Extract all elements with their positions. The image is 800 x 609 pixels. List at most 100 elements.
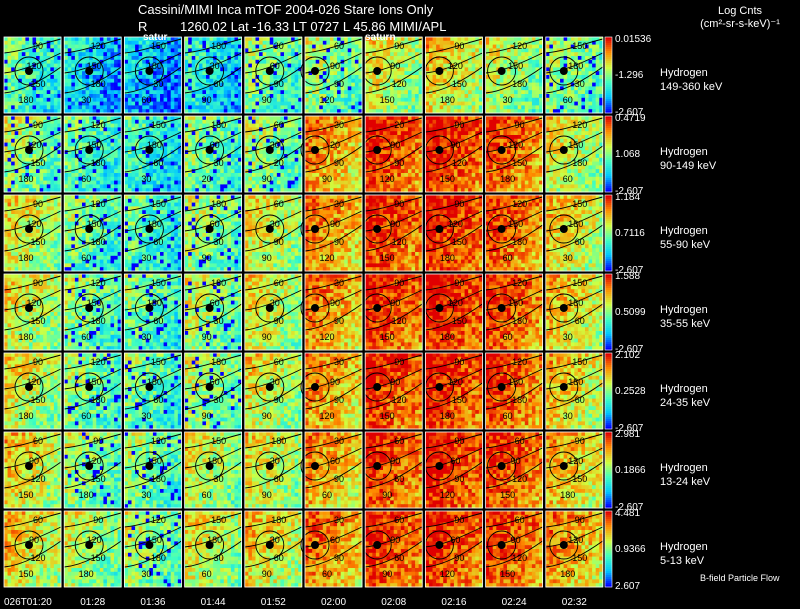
contour-label: 120 — [392, 237, 407, 247]
contour-line — [304, 145, 363, 173]
contour-ring — [487, 56, 517, 86]
contour-line — [244, 52, 302, 74]
contour-label: 150 — [151, 41, 166, 51]
contour-label: 180 — [91, 237, 106, 247]
contour-line — [304, 526, 363, 548]
contour-ring — [14, 293, 44, 323]
contour-label: 60 — [394, 553, 404, 563]
saturn-marker — [205, 541, 214, 549]
contour-ring — [300, 214, 330, 244]
contour-label: 90 — [33, 41, 43, 51]
energy-image-tile: 120 150 180 60 — [485, 352, 544, 430]
contour-line — [425, 382, 483, 410]
contour-label: 180 — [147, 377, 162, 387]
contour-ring — [134, 293, 164, 323]
saturn-marker — [85, 146, 94, 154]
contour-line — [244, 368, 302, 390]
contour-line — [425, 303, 483, 331]
contour-label: 90 — [202, 95, 212, 105]
contour-ring — [195, 214, 225, 244]
contour-label: 150 — [30, 237, 45, 247]
subtitle-left: R — [138, 20, 147, 34]
contour-line — [3, 382, 62, 410]
contour-label: 120 — [91, 41, 106, 51]
contour-line — [3, 303, 62, 331]
contour-label: 60 — [274, 199, 284, 209]
saturn-marker — [85, 304, 94, 312]
contour-label: 90 — [382, 569, 392, 579]
contour-label: 60 — [153, 316, 163, 326]
contour-label: 90 — [394, 158, 404, 168]
contour-line — [365, 145, 423, 173]
colorbar-max-value: 1.184 — [615, 192, 640, 203]
contour-label: 60 — [563, 174, 573, 184]
energy-image-tile: 90 120 150 180 — [424, 352, 483, 430]
contour-label: 120 — [91, 278, 106, 288]
contour-line — [124, 131, 182, 153]
energy-image-tile: 120 150 180 60 — [485, 273, 544, 351]
contour-line — [425, 461, 483, 489]
energy-image-tile: 90 120 150 180 — [3, 115, 62, 193]
contour-ring — [362, 293, 392, 323]
contour-label: 60 — [503, 253, 513, 263]
contour-label: 120 — [26, 377, 41, 387]
colorbar-mid-value: 0.2528 — [615, 386, 646, 397]
energy-image-tile: 60 90 120 150 — [3, 431, 62, 509]
energy-image-tile: 90 120 150 180 — [3, 352, 62, 430]
contour-ring — [362, 135, 392, 165]
contour-line — [244, 289, 302, 311]
contour-line — [244, 224, 303, 252]
contour-label: 180 — [151, 553, 166, 563]
contour-label: 120 — [452, 158, 467, 168]
contour-label: 60 — [394, 436, 404, 446]
contour-label: 60 — [575, 395, 585, 405]
contour-line — [244, 38, 302, 54]
contour-line — [365, 210, 423, 232]
energy-image-tile: 90 120 150 180 — [545, 431, 604, 509]
contour-label: 90 — [262, 332, 272, 342]
contour-line — [3, 540, 62, 568]
saturn-marker — [205, 225, 214, 233]
contour-label: 120 — [392, 316, 407, 326]
contour-line — [425, 275, 483, 291]
contour-line — [545, 66, 604, 94]
contour-label: 150 — [572, 357, 587, 367]
contour-line — [64, 210, 122, 232]
contour-label: 120 — [512, 553, 527, 563]
contour-label: 90 — [454, 515, 464, 525]
saturn-marker — [497, 146, 506, 154]
contour-label: 150 — [211, 436, 226, 446]
contour-label: 150 — [500, 490, 515, 500]
contour-label: 120 — [151, 515, 166, 525]
contour-ring — [487, 293, 517, 323]
contour-label: 60 — [334, 41, 344, 51]
contour-label: 60 — [563, 95, 573, 105]
energy-image-tile: 90 120 150 180 — [3, 194, 62, 272]
energy-image-tile: 90 90 120 150 — [362, 273, 423, 351]
contour-label: 150 — [572, 199, 587, 209]
colorbar-mid-value: 0.1866 — [615, 465, 646, 476]
contour-label: 90 — [454, 41, 464, 51]
contour-line — [545, 38, 603, 54]
contour-line — [244, 461, 303, 489]
contour-label: 30 — [210, 61, 220, 71]
contour-label: 90 — [93, 436, 103, 446]
contour-label: 180 — [18, 411, 33, 421]
contour-label: 90 — [511, 456, 521, 466]
contour-line — [304, 117, 363, 133]
contour-label: 120 — [448, 298, 463, 308]
colorbar-min-value: -2.607 — [615, 423, 643, 434]
contour-label: 120 — [512, 357, 527, 367]
contour-ring — [14, 135, 44, 165]
contour-label: 30 — [214, 474, 224, 484]
contour-ring — [195, 530, 225, 560]
contour-label: 30 — [270, 298, 280, 308]
contour-label: 90 — [454, 120, 464, 130]
contour-line — [184, 540, 242, 568]
